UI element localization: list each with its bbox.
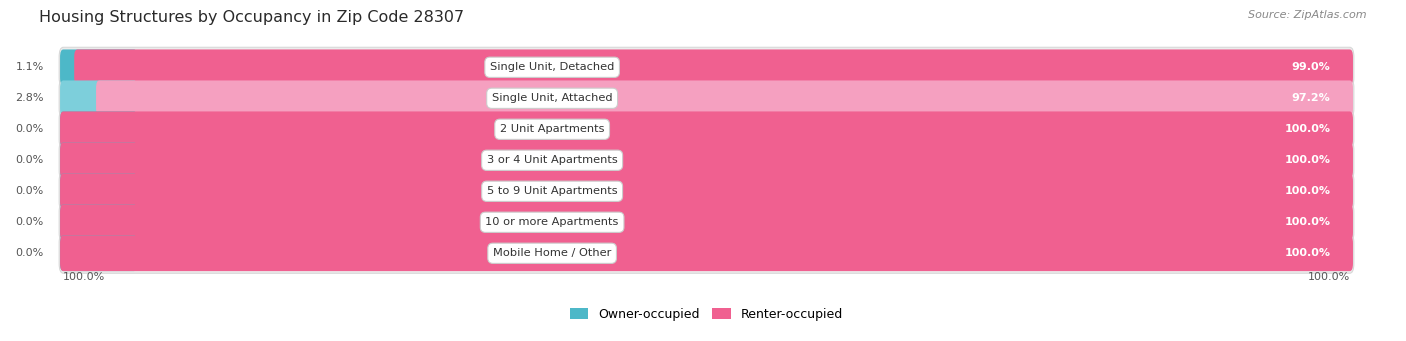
Text: 1.1%: 1.1%: [15, 62, 44, 72]
FancyBboxPatch shape: [60, 112, 1353, 147]
Text: Single Unit, Detached: Single Unit, Detached: [489, 62, 614, 72]
FancyBboxPatch shape: [60, 143, 1353, 178]
Text: 0.0%: 0.0%: [15, 248, 44, 258]
Text: Single Unit, Attached: Single Unit, Attached: [492, 93, 613, 103]
FancyBboxPatch shape: [59, 78, 1354, 118]
Text: Source: ZipAtlas.com: Source: ZipAtlas.com: [1249, 10, 1367, 20]
FancyBboxPatch shape: [60, 235, 138, 271]
FancyBboxPatch shape: [59, 140, 1354, 180]
Text: 10 or more Apartments: 10 or more Apartments: [485, 217, 619, 227]
FancyBboxPatch shape: [59, 233, 1354, 273]
FancyBboxPatch shape: [75, 49, 1353, 85]
Text: 2 Unit Apartments: 2 Unit Apartments: [501, 124, 605, 134]
FancyBboxPatch shape: [60, 49, 138, 85]
Text: 100.0%: 100.0%: [63, 271, 105, 282]
Text: 0.0%: 0.0%: [15, 155, 44, 165]
FancyBboxPatch shape: [60, 80, 138, 116]
FancyBboxPatch shape: [59, 109, 1354, 149]
Text: 97.2%: 97.2%: [1292, 93, 1330, 103]
FancyBboxPatch shape: [60, 235, 1353, 271]
Text: 100.0%: 100.0%: [1285, 186, 1330, 196]
FancyBboxPatch shape: [60, 143, 138, 178]
Text: 5 to 9 Unit Apartments: 5 to 9 Unit Apartments: [486, 186, 617, 196]
Text: 100.0%: 100.0%: [1285, 248, 1330, 258]
FancyBboxPatch shape: [60, 112, 138, 147]
FancyBboxPatch shape: [59, 47, 1354, 87]
Text: Housing Structures by Occupancy in Zip Code 28307: Housing Structures by Occupancy in Zip C…: [39, 10, 464, 25]
Text: 100.0%: 100.0%: [1285, 124, 1330, 134]
FancyBboxPatch shape: [60, 174, 1353, 209]
Text: 99.0%: 99.0%: [1292, 62, 1330, 72]
Legend: Owner-occupied, Renter-occupied: Owner-occupied, Renter-occupied: [565, 303, 848, 326]
Text: 100.0%: 100.0%: [1285, 155, 1330, 165]
FancyBboxPatch shape: [59, 202, 1354, 242]
Text: 0.0%: 0.0%: [15, 217, 44, 227]
FancyBboxPatch shape: [60, 205, 1353, 240]
Text: 2.8%: 2.8%: [15, 93, 44, 103]
FancyBboxPatch shape: [60, 174, 138, 209]
Text: 0.0%: 0.0%: [15, 124, 44, 134]
FancyBboxPatch shape: [96, 80, 1353, 116]
FancyBboxPatch shape: [60, 205, 138, 240]
Text: 100.0%: 100.0%: [1308, 271, 1350, 282]
Text: Mobile Home / Other: Mobile Home / Other: [494, 248, 612, 258]
Text: 3 or 4 Unit Apartments: 3 or 4 Unit Apartments: [486, 155, 617, 165]
Text: 100.0%: 100.0%: [1285, 217, 1330, 227]
FancyBboxPatch shape: [59, 171, 1354, 211]
Text: 0.0%: 0.0%: [15, 186, 44, 196]
